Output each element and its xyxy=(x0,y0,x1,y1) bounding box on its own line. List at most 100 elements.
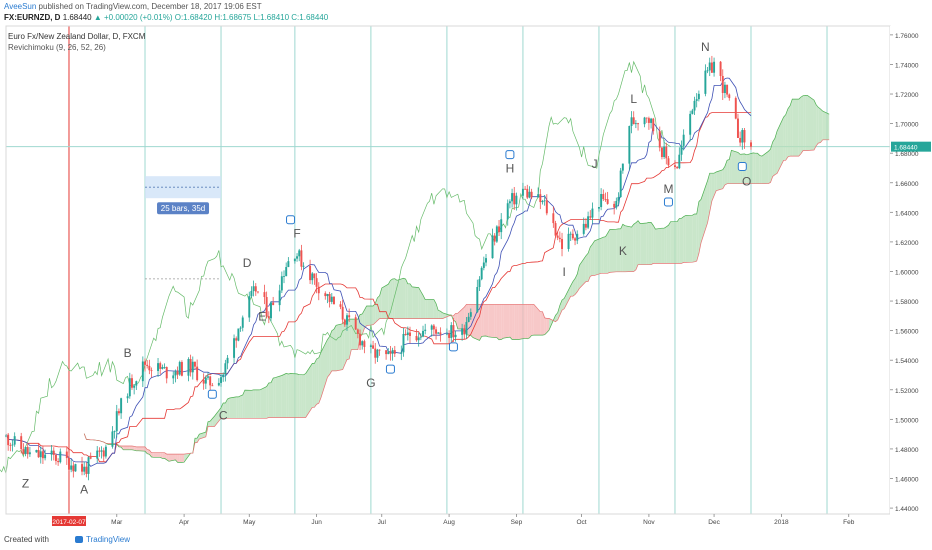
candle-body xyxy=(354,317,357,330)
kumo-segment xyxy=(260,386,267,419)
candle-body xyxy=(35,449,38,453)
kumo-segment xyxy=(242,390,245,419)
tradingview-link[interactable]: TradingView xyxy=(75,535,130,544)
kumo-segment xyxy=(168,454,176,462)
kumo-segment xyxy=(223,403,226,419)
candlesticks xyxy=(5,55,752,481)
candle-body xyxy=(193,361,196,367)
candle-body xyxy=(133,385,136,388)
kumo-segment xyxy=(592,240,595,276)
kumo-segment xyxy=(160,452,163,459)
candle-body xyxy=(296,256,299,259)
candle-body xyxy=(37,449,40,458)
candle-body xyxy=(72,465,75,472)
candle-body xyxy=(667,158,670,166)
candle-body xyxy=(267,316,270,319)
candle-body xyxy=(150,370,153,372)
candle-body xyxy=(343,319,346,325)
kumo-segment xyxy=(436,303,439,319)
candle-body xyxy=(587,216,590,228)
thumbs-up-icon xyxy=(663,197,673,207)
y-tick-label: 1.66000 xyxy=(895,181,919,188)
thumbs-up-icon xyxy=(505,150,515,160)
kumo-segment xyxy=(761,151,769,184)
kumo-segment xyxy=(405,279,408,319)
candle-body xyxy=(465,321,468,335)
kumo-segment xyxy=(284,373,287,418)
tradingview-logo-icon xyxy=(75,536,83,543)
axes: Euro Fx/New Zealand Dollar, D, FXCM Revic… xyxy=(5,25,932,528)
candle-body xyxy=(85,466,88,474)
kumo-segment xyxy=(790,99,793,157)
candle-body xyxy=(736,118,739,138)
kumo-segment xyxy=(746,152,754,184)
wave-label-o: O xyxy=(742,175,751,189)
candle-body xyxy=(545,200,548,214)
candle-body xyxy=(515,195,518,205)
conversion-line xyxy=(5,77,752,467)
measure-label: 25 bars, 35d xyxy=(161,204,205,213)
candle-body xyxy=(100,450,103,452)
candle-body xyxy=(511,193,514,202)
kumo-segment xyxy=(785,108,788,161)
kumo-segment xyxy=(360,314,363,338)
kumo-segment xyxy=(275,375,282,418)
kumo-segment xyxy=(755,153,758,184)
candle-body xyxy=(180,362,183,376)
candle-body xyxy=(726,84,729,95)
candle-body xyxy=(126,396,129,399)
current-price-tag xyxy=(891,141,931,152)
candle-body xyxy=(120,398,123,414)
candle-body xyxy=(241,317,244,328)
candle-body xyxy=(454,334,457,338)
candle-body xyxy=(693,100,696,111)
candle-body xyxy=(697,93,700,100)
candle-body xyxy=(187,359,190,376)
kumo-segment xyxy=(618,228,621,272)
candle-body xyxy=(11,444,14,446)
y-tick-label: 1.46000 xyxy=(895,477,919,484)
candle-body xyxy=(148,365,151,371)
candle-body xyxy=(417,337,420,341)
candle-body xyxy=(300,250,303,267)
candle-body xyxy=(750,142,752,147)
wave-label-m: M xyxy=(663,182,673,196)
kumo-segment xyxy=(664,226,667,264)
candle-body xyxy=(70,465,73,470)
candle-body xyxy=(65,451,68,459)
candle-body xyxy=(508,201,511,204)
candle-body xyxy=(710,62,713,73)
candle-body xyxy=(356,329,359,334)
candle-body xyxy=(628,125,631,164)
kumo-segment xyxy=(518,304,526,340)
candle-body xyxy=(630,117,633,126)
y-tick-label: 1.64000 xyxy=(895,210,919,217)
y-tick-label: 1.54000 xyxy=(895,358,919,365)
chart-canvas[interactable]: 25 bars, 35d Z A B C D E F G H I J K L M N O Euro Fx/New… xyxy=(0,0,932,532)
kumo-segment xyxy=(425,299,428,319)
kumo-segment xyxy=(240,395,243,419)
y-tick-label: 1.68000 xyxy=(895,151,919,158)
candle-body xyxy=(482,262,485,268)
candle-body xyxy=(302,265,305,267)
kumo-segment xyxy=(407,283,410,319)
kumo-segment xyxy=(396,278,404,319)
candle-body xyxy=(52,450,55,455)
up-arrow-icon: ▲ xyxy=(93,13,102,22)
kumo-segment xyxy=(625,225,632,272)
candle-body xyxy=(567,233,570,249)
kumo-segment xyxy=(603,236,606,274)
candle-body xyxy=(576,233,579,241)
candle-body xyxy=(739,137,742,143)
thumbs-up-icon xyxy=(448,342,458,352)
candle-body xyxy=(339,304,342,307)
kumo-segment xyxy=(331,329,334,371)
kumo-segment xyxy=(225,399,228,419)
candle-body xyxy=(521,188,524,196)
author-link[interactable]: AveeSun xyxy=(4,2,37,11)
kumo-segment xyxy=(442,312,450,319)
wave-label-b: B xyxy=(124,346,132,360)
measure-range xyxy=(145,176,222,199)
symbol-label[interactable]: FX:EURNZD, D xyxy=(4,13,61,22)
candle-body xyxy=(469,312,472,317)
